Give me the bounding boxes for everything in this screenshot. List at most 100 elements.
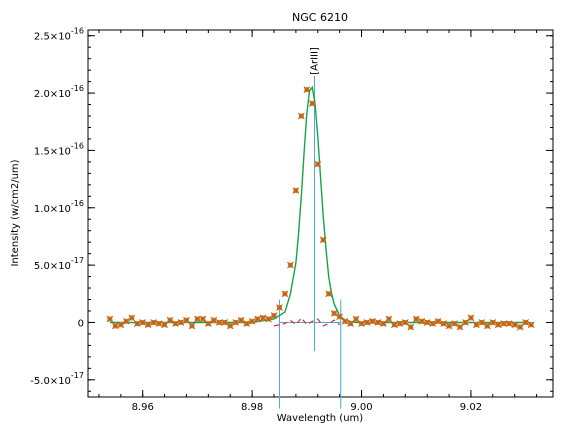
residual-line (273, 316, 341, 327)
data-point (440, 320, 447, 327)
y-tick-mantissa: 2.0×10 (34, 89, 71, 100)
data-point (347, 320, 354, 327)
data-point (330, 309, 338, 317)
data-point-star (374, 319, 382, 326)
data-point-star (215, 319, 223, 326)
data-point (473, 321, 480, 329)
data-point (128, 314, 136, 322)
y-tick-exponent: -17 (71, 371, 84, 380)
data-point-star (456, 323, 464, 331)
data-point-star (287, 261, 294, 269)
data-point-star (172, 320, 179, 327)
data-point-star (314, 160, 322, 168)
data-point-star (265, 315, 272, 323)
data-point (467, 314, 475, 322)
data-point (352, 315, 360, 323)
data-point-star (429, 320, 436, 327)
data-point-star (511, 321, 519, 329)
data-point (237, 316, 245, 324)
data-point-star (347, 320, 354, 327)
data-point (358, 320, 365, 327)
data-point-star (440, 320, 447, 327)
data-point-star (489, 319, 497, 326)
data-point (117, 321, 125, 329)
data-point (336, 313, 343, 321)
chart-marks: [ArIII] (106, 47, 535, 409)
data-point (527, 321, 535, 329)
data-point-star (527, 321, 535, 329)
y-tick-exponent: -16 (71, 199, 84, 208)
data-point-star (128, 314, 136, 322)
data-point-star (462, 319, 469, 326)
x-tick-label: 8.98 (241, 402, 263, 413)
data-point (144, 321, 152, 329)
data-point (522, 319, 529, 326)
data-point (243, 320, 250, 327)
y-tick-exponent: -17 (71, 256, 84, 265)
data-point-star (385, 315, 393, 323)
data-point-star (221, 319, 229, 326)
x-axis-label: Wavelength (um) (277, 413, 363, 424)
data-point (254, 315, 261, 323)
data-point (106, 315, 114, 323)
data-point (161, 321, 168, 329)
data-point-star (298, 112, 305, 120)
data-point (177, 319, 185, 326)
y-tick-label: 2.5×10-16 (34, 27, 84, 43)
data-point (308, 100, 316, 107)
data-point (445, 322, 453, 330)
data-point (232, 319, 240, 326)
data-point-star (259, 314, 267, 322)
data-point (429, 320, 436, 327)
data-point (423, 319, 431, 326)
data-point-star (106, 315, 114, 323)
data-point-star (401, 319, 409, 326)
data-point (363, 319, 371, 326)
data-point-star (276, 304, 283, 311)
data-point-star (412, 315, 420, 323)
data-point (341, 317, 349, 325)
fit-curve (109, 85, 532, 324)
data-point-star (363, 319, 371, 326)
data-point-star (330, 309, 338, 317)
data-point (122, 317, 130, 325)
data-point (270, 312, 278, 319)
data-point-star (445, 322, 453, 330)
y-tick-exponent: -16 (71, 27, 84, 36)
line-annotation-label: [ArIII] (309, 47, 320, 75)
data-point (385, 315, 393, 323)
data-point-star (396, 320, 404, 327)
y-tick-mantissa: 5.0×10 (34, 261, 71, 272)
data-point (434, 317, 442, 325)
data-point-star (237, 316, 245, 324)
data-point (199, 315, 207, 323)
data-point-star (434, 317, 442, 325)
data-point (298, 112, 305, 120)
data-point (133, 320, 141, 327)
data-point-star (270, 312, 278, 319)
data-point-star (122, 317, 130, 325)
y-tick-exponent: -16 (71, 84, 84, 93)
data-point-star (358, 320, 365, 327)
data-point-star (183, 316, 190, 324)
x-tick-label: 9.00 (350, 402, 372, 413)
x-tick-label: 9.02 (460, 402, 482, 413)
data-point-star (155, 320, 163, 327)
y-axis-label: Intensity (w/cm2/um) (10, 159, 21, 266)
data-point (451, 320, 458, 327)
data-point (407, 323, 415, 331)
y-tick-mantissa: 0 (78, 318, 84, 329)
data-point (516, 323, 524, 331)
data-point-star (341, 317, 349, 325)
data-point (484, 322, 491, 330)
data-point (215, 319, 223, 326)
data-point-star (423, 319, 431, 326)
data-point (183, 316, 190, 324)
data-point (226, 322, 234, 330)
data-point (276, 304, 283, 311)
data-point (418, 317, 426, 325)
data-point (287, 261, 294, 269)
data-point (221, 319, 229, 326)
data-point-star (188, 322, 196, 330)
